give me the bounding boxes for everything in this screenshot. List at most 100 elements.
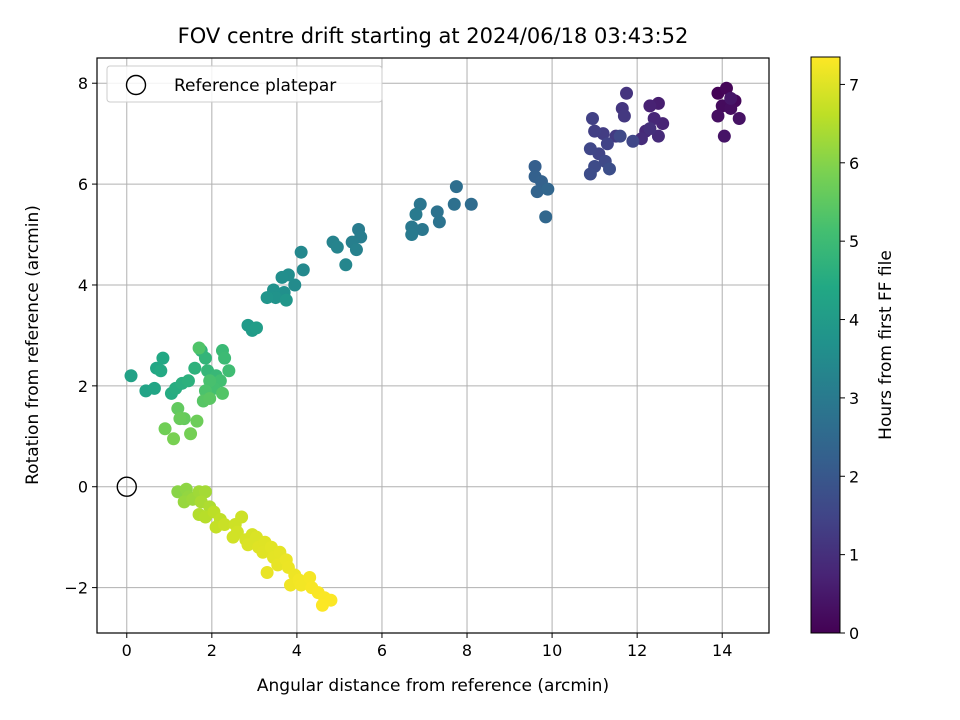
data-point bbox=[600, 137, 614, 151]
colorbar-tick-label: 3 bbox=[849, 389, 859, 408]
y-tick-label: −2 bbox=[64, 579, 88, 598]
x-tick-label: 10 bbox=[542, 641, 562, 660]
data-point bbox=[349, 243, 363, 257]
data-point bbox=[260, 565, 274, 579]
x-tick-label: 4 bbox=[292, 641, 302, 660]
data-point bbox=[154, 364, 168, 378]
x-axis-label: Angular distance from reference (arcmin) bbox=[257, 676, 609, 696]
data-point bbox=[613, 129, 627, 143]
data-point bbox=[260, 291, 274, 305]
data-point bbox=[432, 215, 446, 229]
y-tick-label: 6 bbox=[78, 175, 88, 194]
y-axis-ticks: −2 0 2 4 6 8 bbox=[64, 74, 97, 598]
data-point bbox=[226, 530, 240, 544]
x-tick-label: 6 bbox=[377, 641, 387, 660]
legend: Reference platepar bbox=[106, 65, 383, 103]
colorbar-tick-label: 6 bbox=[849, 154, 859, 173]
x-tick-label: 8 bbox=[462, 641, 472, 660]
data-point bbox=[603, 162, 617, 176]
data-point bbox=[203, 391, 217, 405]
data-point bbox=[651, 129, 665, 143]
data-point bbox=[719, 81, 733, 95]
data-point bbox=[303, 571, 317, 585]
chart-title: FOV centre drift starting at 2024/06/18 … bbox=[178, 24, 689, 48]
data-point bbox=[449, 180, 463, 194]
data-point bbox=[315, 598, 329, 612]
data-point bbox=[294, 578, 308, 592]
y-tick-label: 4 bbox=[78, 276, 88, 295]
data-point bbox=[405, 228, 419, 242]
data-point bbox=[188, 361, 202, 375]
data-point bbox=[409, 207, 423, 221]
data-point bbox=[198, 351, 212, 365]
data-point bbox=[218, 351, 232, 365]
data-point bbox=[279, 293, 293, 307]
data-point bbox=[173, 412, 187, 426]
data-point bbox=[724, 101, 738, 115]
data-point bbox=[528, 159, 542, 173]
x-axis-ticks: 0 2 4 6 8 10 12 14 bbox=[122, 633, 732, 660]
data-point bbox=[464, 197, 478, 211]
y-tick-label: 0 bbox=[78, 478, 88, 497]
data-point bbox=[447, 197, 461, 211]
data-point bbox=[288, 278, 302, 292]
data-point bbox=[430, 205, 444, 219]
data-point bbox=[275, 270, 289, 284]
data-point bbox=[617, 109, 631, 123]
data-point bbox=[171, 402, 185, 416]
data-point bbox=[588, 124, 602, 138]
data-point bbox=[717, 129, 731, 143]
data-point bbox=[190, 414, 204, 428]
data-point bbox=[539, 210, 553, 224]
x-tick-label: 0 bbox=[122, 641, 132, 660]
data-point bbox=[167, 432, 181, 446]
x-tick-label: 12 bbox=[627, 641, 647, 660]
data-point bbox=[643, 99, 657, 113]
data-point bbox=[156, 351, 170, 365]
y-tick-label: 8 bbox=[78, 74, 88, 93]
data-point bbox=[583, 167, 597, 181]
colorbar-tick-label: 7 bbox=[849, 75, 859, 94]
reference-marker-group bbox=[116, 476, 137, 497]
y-tick-label: 2 bbox=[78, 377, 88, 396]
data-point bbox=[181, 374, 195, 388]
data-point bbox=[184, 427, 198, 441]
data-point bbox=[541, 182, 555, 196]
data-point bbox=[732, 112, 746, 126]
data-point bbox=[330, 240, 344, 254]
colorbar-tick-label: 2 bbox=[849, 467, 859, 486]
data-point bbox=[222, 364, 236, 378]
data-point bbox=[626, 134, 640, 148]
x-tick-label: 14 bbox=[712, 641, 732, 660]
data-point bbox=[296, 263, 310, 277]
data-point bbox=[249, 321, 263, 335]
colorbar-tick-label: 5 bbox=[849, 232, 859, 251]
data-point bbox=[413, 197, 427, 211]
data-point bbox=[583, 142, 597, 156]
colorbar-ticks: 0 1 2 3 4 5 6 7 bbox=[840, 75, 859, 643]
data-point bbox=[147, 381, 161, 395]
colorbar-tick-label: 4 bbox=[849, 311, 859, 330]
data-point bbox=[294, 245, 308, 259]
colorbar-label: Hours from first FF file bbox=[876, 250, 896, 440]
data-point bbox=[203, 374, 217, 388]
legend-box bbox=[106, 65, 383, 103]
legend-label-reference: Reference platepar bbox=[174, 76, 336, 96]
x-tick-label: 2 bbox=[207, 641, 217, 660]
data-point bbox=[647, 112, 661, 126]
data-point bbox=[585, 112, 599, 126]
data-point bbox=[339, 258, 353, 272]
colorbar bbox=[810, 56, 841, 634]
data-point bbox=[711, 109, 725, 123]
colorbar-tick-label: 0 bbox=[849, 624, 859, 643]
data-point bbox=[215, 386, 229, 400]
legend-marker-reference bbox=[125, 74, 147, 96]
data-point bbox=[158, 422, 172, 436]
y-axis-label: Rotation from reference (arcmin) bbox=[23, 205, 43, 485]
data-point bbox=[198, 485, 212, 499]
data-point bbox=[192, 341, 206, 355]
data-point bbox=[241, 538, 255, 552]
data-point bbox=[218, 518, 232, 532]
data-point bbox=[530, 185, 544, 199]
